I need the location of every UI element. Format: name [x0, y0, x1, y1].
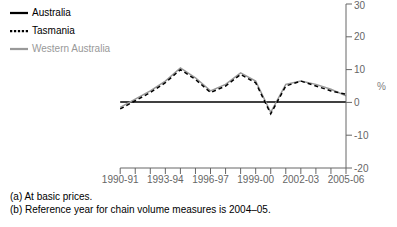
- svg-text:1993-94: 1993-94: [147, 174, 184, 185]
- svg-text:2002-03: 2002-03: [282, 174, 319, 185]
- html-text:Australia: Australia: [32, 6, 71, 18]
- svg-text:2005-06: 2005-06: [328, 174, 365, 185]
- svg-text:30: 30: [354, 0, 366, 11]
- svg-text:0: 0: [354, 97, 360, 108]
- svg-text:-10: -10: [354, 130, 369, 141]
- svg-text:-20: -20: [354, 163, 369, 174]
- html-text:Western Australia: Western Australia: [32, 42, 111, 54]
- html-text:Tasmania: Tasmania: [32, 24, 75, 36]
- svg-text:%: %: [377, 81, 386, 92]
- svg-text:20: 20: [354, 31, 366, 42]
- html-text:(b) Reference year for chain v: (b) Reference year for chain volume meas…: [10, 204, 271, 215]
- svg-text:1990-91: 1990-91: [102, 174, 139, 185]
- svg-text:1999-00: 1999-00: [237, 174, 274, 185]
- svg-text:1996-97: 1996-97: [192, 174, 229, 185]
- svg-text:10: 10: [354, 64, 366, 75]
- html-text:(a) At basic prices.: (a) At basic prices.: [10, 191, 93, 202]
